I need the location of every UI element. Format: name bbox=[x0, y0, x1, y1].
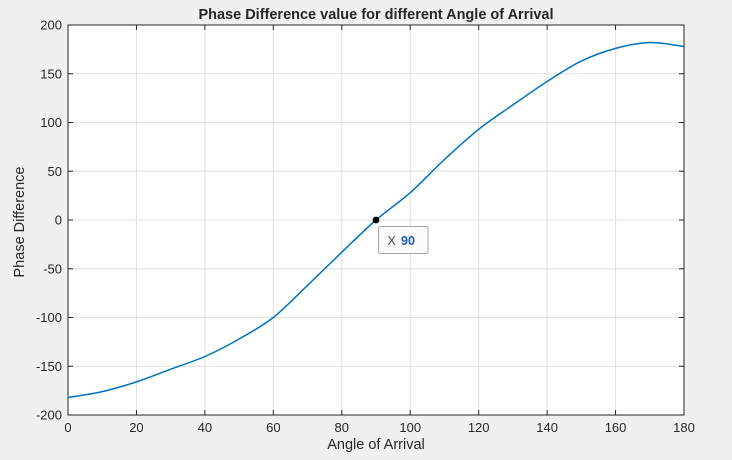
tick-marks bbox=[67, 24, 685, 416]
x-tick-label: 100 bbox=[399, 420, 421, 435]
datatip-x-label: X bbox=[388, 234, 397, 248]
y-tick-label: 100 bbox=[40, 115, 62, 130]
x-tick-label: 180 bbox=[673, 420, 695, 435]
y-tick-labels: -200 -150 -100 -50 0 50 100 150 200 bbox=[36, 18, 62, 423]
x-tick-label: 140 bbox=[536, 420, 558, 435]
x-tick-label: 160 bbox=[605, 420, 627, 435]
x-tick-labels: 0 20 40 60 80 100 120 140 160 180 bbox=[64, 420, 694, 435]
y-tick-label: -200 bbox=[36, 408, 62, 423]
y-tick-label: -100 bbox=[36, 310, 62, 325]
y-tick-label: 50 bbox=[48, 164, 62, 179]
x-axis-label: Angle of Arrival bbox=[327, 437, 425, 453]
datatip-marker[interactable] bbox=[372, 216, 380, 224]
x-tick-label: 0 bbox=[64, 420, 71, 435]
y-tick-label: 150 bbox=[40, 66, 62, 81]
x-tick-label: 20 bbox=[129, 420, 143, 435]
x-tick-label: 60 bbox=[266, 420, 280, 435]
y-tick-label: -50 bbox=[43, 261, 62, 276]
datatip-box[interactable] bbox=[378, 226, 429, 254]
x-tick-label: 120 bbox=[468, 420, 490, 435]
x-tick-label: 40 bbox=[198, 420, 212, 435]
datatip-x-value: 90 bbox=[401, 234, 415, 248]
chart-title: Phase Difference value for different Ang… bbox=[198, 7, 553, 23]
x-tick-label: 80 bbox=[335, 420, 349, 435]
y-tick-label: 200 bbox=[40, 18, 62, 33]
y-tick-label: -150 bbox=[36, 359, 62, 374]
y-tick-label: 0 bbox=[55, 213, 62, 228]
y-axis-label: Phase Difference bbox=[12, 167, 28, 278]
